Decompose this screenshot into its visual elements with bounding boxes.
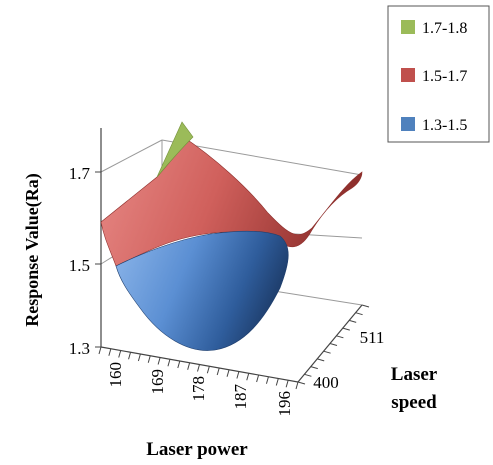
x-tick-label: 196: [275, 391, 294, 417]
z-minor-tick: [304, 373, 312, 377]
gridline-1.7: [100, 139, 163, 173]
x-tick-label: 178: [189, 376, 208, 402]
x-minor-tick: [206, 366, 210, 374]
legend-label-1.5-1.7: 1.5-1.7: [422, 68, 467, 85]
x-axis-title: Laser power: [146, 439, 248, 460]
z-minor-tick: [349, 319, 357, 323]
x-minor-tick: [108, 348, 112, 356]
x-minor-tick: [295, 381, 299, 390]
x-minor-tick: [246, 373, 250, 381]
legend-label-1.7-1.8: 1.7-1.8: [422, 20, 467, 37]
response-surface: [100, 121, 363, 351]
z-minor-tick: [310, 366, 318, 370]
x-minor-tick: [98, 346, 102, 355]
x-minor-tick: [197, 364, 200, 372]
legend: 1.7-1.8 1.5-1.7 1.3-1.5: [387, 5, 490, 143]
y-ticks: [95, 171, 101, 348]
x-minor-tick: [187, 362, 191, 370]
x-tick-label: 187: [231, 384, 250, 410]
surface-region-1.5-1.7: [100, 135, 363, 267]
z-minor-tick: [297, 381, 306, 385]
surface-region-1.7-1.8: [156, 121, 194, 178]
x-minor-tick: [216, 367, 220, 376]
x-tick-label: 160: [106, 362, 125, 388]
x-minor-tick: [236, 371, 240, 379]
z-tick-label: 511: [360, 328, 385, 347]
x-minor-tick: [256, 374, 260, 383]
x-minor-tick: [177, 360, 181, 369]
z-axis-title-line2: speed: [391, 392, 437, 413]
z-minor-tick: [361, 304, 370, 308]
z-minor-tick: [323, 350, 331, 354]
x-minor-ticks: [98, 346, 299, 390]
legend-swatch-1.3-1.5: [401, 117, 415, 131]
x-minor-tick: [265, 376, 269, 384]
x-minor-tick: [226, 369, 230, 377]
x-minor-tick: [128, 352, 132, 360]
z-minor-tick: [336, 335, 344, 339]
x-minor-tick: [157, 357, 161, 365]
x-minor-tick: [285, 380, 289, 388]
surface-region-1.3-1.5: [115, 230, 289, 351]
z-minor-tick: [355, 312, 363, 316]
z-minor-tick: [317, 358, 325, 362]
z-minor-tick: [329, 343, 338, 346]
legend-label-1.3-1.5: 1.3-1.5: [422, 117, 467, 134]
y-tick-label: 1.5: [69, 256, 90, 275]
z-minor-ticks: [297, 304, 370, 385]
z-tick-label: 400: [313, 373, 339, 392]
z-minor-tick: [342, 327, 350, 331]
y-axis-title: Response Value(Ra): [22, 173, 43, 327]
y-tick-label: 1.7: [69, 164, 91, 183]
x-minor-tick: [147, 355, 151, 363]
x-minor-tick: [137, 353, 141, 362]
x-tick-label: 169: [148, 369, 167, 395]
x-minor-tick: [118, 350, 122, 358]
y-tick-label: 1.3: [69, 339, 90, 358]
x-minor-tick: [167, 359, 171, 367]
legend-swatch-1.5-1.7: [401, 68, 415, 82]
legend-swatch-1.7-1.8: [401, 20, 415, 34]
x-minor-tick: [275, 378, 279, 386]
z-axis-title-line1: Laser: [391, 364, 438, 385]
